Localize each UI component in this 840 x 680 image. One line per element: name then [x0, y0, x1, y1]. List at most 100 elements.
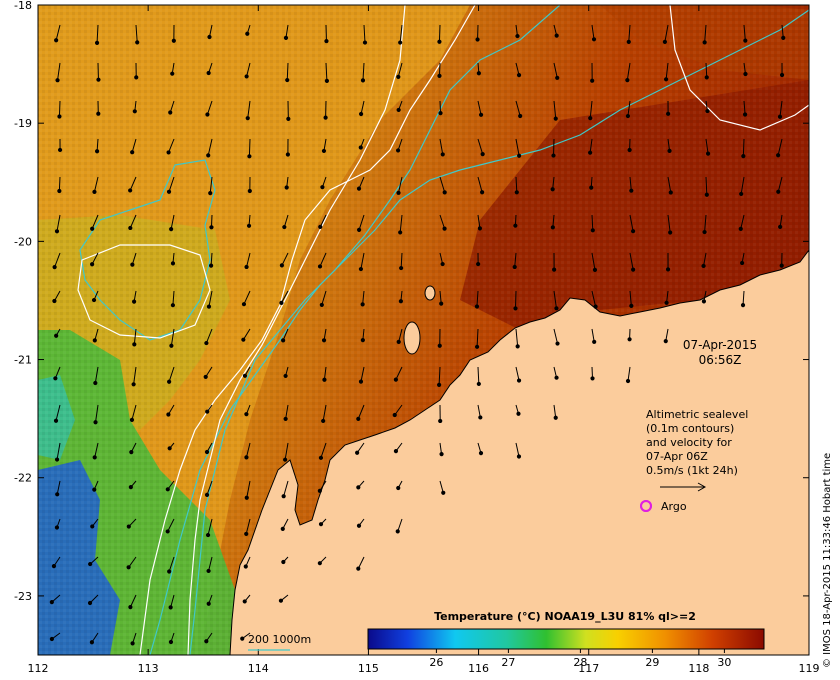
colorbar-title: Temperature (°C) NOAA19_L3U 81% ql>=2 — [434, 610, 696, 623]
island — [403, 321, 421, 355]
velocity-arrow-head — [360, 338, 365, 343]
velocity-arrow-head — [553, 415, 558, 420]
velocity-arrow-head — [128, 485, 133, 490]
velocity-arrow — [91, 252, 99, 265]
velocity-arrow-head — [475, 37, 480, 42]
velocity-arrow-head — [244, 264, 249, 270]
velocity-arrow — [56, 214, 61, 232]
velocity-arrow — [246, 480, 251, 498]
velocity-arrow — [553, 328, 558, 344]
velocity-arrow-head — [168, 605, 173, 610]
velocity-arrow-head — [206, 153, 211, 158]
velocity-arrow — [246, 252, 251, 268]
velocity-arrow-head — [132, 342, 137, 347]
velocity-arrow — [591, 252, 596, 270]
velocity-arrow — [323, 366, 327, 380]
velocity-arrow — [439, 214, 446, 229]
velocity-arrow-head — [555, 75, 560, 80]
velocity-arrow-head — [358, 266, 364, 272]
velocity-arrow-head — [240, 636, 245, 641]
velocity-arrow — [399, 24, 403, 43]
velocity-arrow — [667, 176, 672, 193]
colorbar-tick-label: 28 — [573, 656, 587, 669]
velocity-arrow-head — [166, 189, 172, 194]
velocity-arrow-head — [128, 188, 133, 193]
velocity-arrow — [477, 138, 484, 155]
credit-text: © IMOS 18-Apr-2015 11:33:46 Hobart time — [822, 453, 833, 668]
velocity-arrow-head — [53, 418, 59, 423]
velocity-arrow-head — [555, 341, 560, 346]
velocity-arrow — [591, 24, 595, 40]
velocity-arrow — [131, 404, 137, 420]
velocity-arrow-head — [92, 189, 97, 194]
velocity-arrow-head — [592, 267, 598, 272]
velocity-arrow-head — [241, 302, 247, 307]
velocity-arrow-head — [439, 301, 444, 306]
velocity-arrow — [664, 24, 669, 42]
velocity-arrow-head — [92, 455, 97, 460]
velocity-arrow-head — [318, 224, 323, 230]
velocity-arrow — [285, 404, 289, 419]
velocity-arrow-head — [167, 379, 172, 384]
velocity-arrow-head — [283, 457, 288, 462]
velocity-arrow — [207, 138, 213, 156]
velocity-arrow — [553, 62, 558, 78]
velocity-arrow-head — [474, 344, 480, 349]
velocity-arrow-head — [480, 152, 485, 157]
velocity-arrow-head — [589, 185, 594, 190]
velocity-arrow-head — [776, 153, 781, 158]
velocity-arrow-head — [281, 338, 286, 343]
velocity-arrow-head — [629, 188, 634, 193]
velocity-arrow-head — [247, 188, 252, 194]
lon-tick-label: 115 — [358, 662, 379, 675]
velocity-arrow-head — [244, 412, 249, 417]
velocity-arrow-head — [166, 412, 171, 417]
velocity-arrow — [170, 328, 175, 346]
velocity-arrow-head — [740, 260, 745, 266]
lon-tick-label: 112 — [28, 662, 49, 675]
velocity-arrow-head — [241, 337, 246, 342]
sealevel-contour — [139, 5, 476, 655]
lon-tick-label: 116 — [468, 662, 489, 675]
bathy-contour-inner — [79, 159, 216, 341]
velocity-arrow-head — [438, 418, 443, 424]
velocity-arrow — [477, 214, 481, 229]
velocity-arrow-head — [53, 376, 58, 381]
velocity-arrow-head — [54, 457, 60, 462]
velocity-arrow — [168, 176, 175, 192]
lon-axis: 112 113 114 115 116 117 118 119 — [28, 5, 820, 675]
velocity-arrow-head — [89, 640, 95, 645]
velocity-arrow — [209, 176, 213, 194]
velocity-arrow — [553, 404, 557, 418]
velocity-arrow-head — [90, 262, 95, 267]
velocity-arrow-head — [590, 228, 595, 233]
velocity-arrow — [553, 290, 557, 309]
velocity-arrow — [360, 100, 365, 115]
velocity-arrow-head — [204, 492, 210, 497]
lat-tick-label: -22 — [14, 472, 32, 485]
velocity-arrow-head — [393, 449, 399, 454]
velocity-arrow — [477, 100, 482, 115]
velocity-arrow-head — [398, 40, 403, 45]
velocity-arrow-head — [593, 304, 598, 309]
sealevel-legend-line: 07-Apr 06Z — [646, 450, 708, 463]
velocity-arrow-head — [242, 373, 248, 378]
argo-legend-label: Argo — [661, 500, 687, 513]
velocity-arrow — [665, 62, 669, 80]
velocity-arrow — [55, 404, 61, 421]
velocity-arrow-head — [625, 78, 630, 83]
sealevel-legend-line: Altimetric sealevel — [646, 408, 748, 421]
velocity-vectors — [49, 24, 786, 646]
velocity-arrow — [476, 290, 479, 307]
velocity-arrow-head — [396, 339, 401, 344]
velocity-arrow-head — [741, 154, 746, 159]
velocity-arrow-head — [130, 150, 135, 155]
velocity-arrow — [208, 556, 213, 572]
velocity-arrow-head — [396, 107, 401, 113]
velocity-arrow-head — [94, 149, 100, 154]
velocity-arrow-head — [130, 641, 135, 646]
velocity-arrow-head — [478, 451, 484, 456]
velocity-arrow — [170, 214, 175, 230]
velocity-arrow — [280, 290, 289, 304]
velocity-arrow-head — [398, 230, 403, 235]
